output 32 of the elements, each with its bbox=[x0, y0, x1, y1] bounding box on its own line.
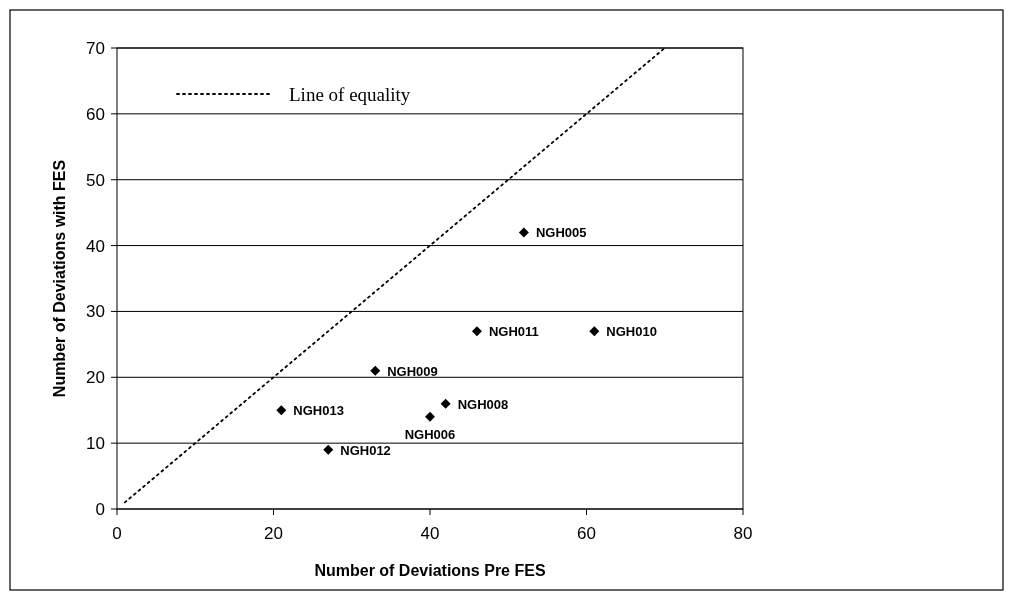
y-tick-label: 70 bbox=[86, 39, 105, 58]
point bbox=[518, 227, 529, 238]
annotation: NGH005 bbox=[535, 225, 587, 241]
x-tick-label: 20 bbox=[264, 524, 283, 543]
point bbox=[471, 326, 482, 337]
y-tick-label: 20 bbox=[86, 368, 105, 388]
y-axis-title: Number of Deviations with FES bbox=[51, 159, 68, 398]
x-tick-label: 60 bbox=[577, 524, 596, 543]
x-tick-label: 0 bbox=[112, 524, 122, 543]
y-tick-label: 40 bbox=[86, 236, 105, 256]
y-tick-label: 50 bbox=[86, 170, 105, 190]
point bbox=[276, 405, 287, 416]
y-tick-label: 0 bbox=[95, 500, 105, 519]
y-tick-label: 30 bbox=[86, 302, 105, 322]
y-tick-label: 10 bbox=[86, 434, 105, 454]
annotation: NGH009 bbox=[387, 363, 438, 379]
legend-label: Line of equality bbox=[289, 84, 411, 105]
annotation: NGH008 bbox=[457, 396, 509, 412]
annotation: NGH011 bbox=[488, 324, 539, 340]
point bbox=[589, 326, 600, 337]
x-tick-label: 80 bbox=[733, 524, 753, 543]
point bbox=[323, 444, 334, 455]
point bbox=[425, 411, 435, 422]
point bbox=[370, 365, 381, 376]
annotation: NGH006 bbox=[404, 426, 456, 442]
x-axis-title: Number of Deviations Pre FES bbox=[314, 562, 546, 579]
annotation: NGH013 bbox=[293, 403, 344, 419]
annotation: NGH012 bbox=[340, 442, 391, 458]
point bbox=[440, 398, 451, 409]
annotation: NGH010 bbox=[606, 324, 657, 340]
x-tick-label: 40 bbox=[420, 524, 440, 543]
y-tick-label: 60 bbox=[86, 104, 105, 124]
